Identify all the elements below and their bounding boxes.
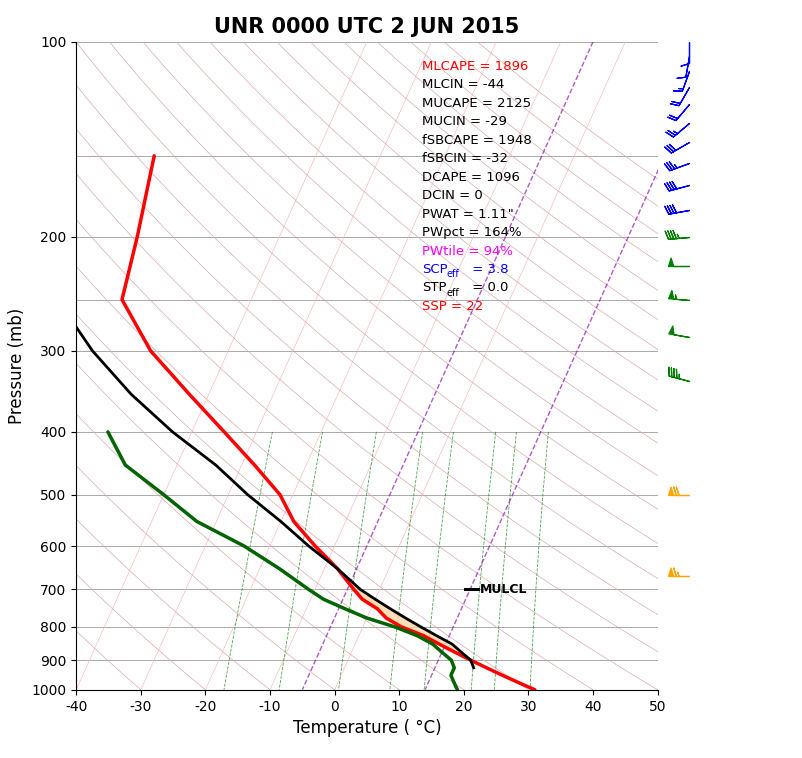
Text: MULCL: MULCL <box>480 583 527 596</box>
Text: SSP = 22: SSP = 22 <box>422 300 484 313</box>
Text: DCAPE = 1096: DCAPE = 1096 <box>422 171 520 183</box>
Text: DCIN = 0: DCIN = 0 <box>422 190 483 202</box>
Text: = 0.0: = 0.0 <box>468 281 508 295</box>
X-axis label: Temperature ( °C): Temperature ( °C) <box>293 719 441 737</box>
Text: PWtile = 94%: PWtile = 94% <box>422 245 513 258</box>
Text: fSBCIN = -32: fSBCIN = -32 <box>422 152 508 165</box>
Text: PWpct = 164%: PWpct = 164% <box>422 226 522 239</box>
Title: UNR 0000 UTC 2 JUN 2015: UNR 0000 UTC 2 JUN 2015 <box>214 17 520 37</box>
Text: = 3.8: = 3.8 <box>468 263 508 276</box>
Text: MUCAPE = 2125: MUCAPE = 2125 <box>422 97 531 110</box>
Text: STP: STP <box>422 281 447 295</box>
Text: MUCIN = -29: MUCIN = -29 <box>422 115 507 128</box>
Text: fSBCAPE = 1948: fSBCAPE = 1948 <box>422 133 532 147</box>
Text: PWAT = 1.11": PWAT = 1.11" <box>422 208 514 221</box>
Text: MLCIN = -44: MLCIN = -44 <box>422 78 504 91</box>
Text: eff: eff <box>447 288 460 298</box>
Text: MLCAPE = 1896: MLCAPE = 1896 <box>422 60 529 73</box>
Y-axis label: Pressure (mb): Pressure (mb) <box>8 308 26 424</box>
Text: eff: eff <box>447 270 460 280</box>
Text: SCP: SCP <box>422 263 448 276</box>
